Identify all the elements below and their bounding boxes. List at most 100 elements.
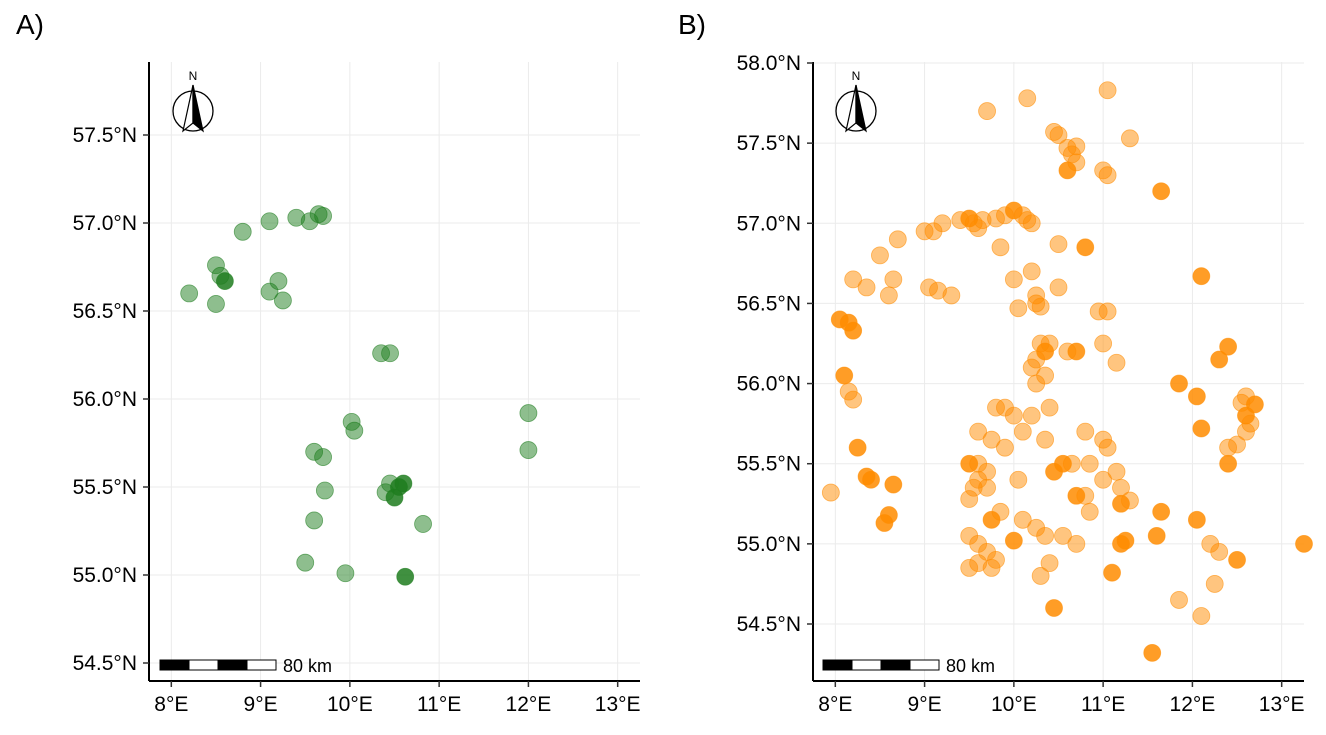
sample-point	[396, 567, 415, 586]
sample-point	[996, 438, 1014, 457]
sample-point	[1049, 235, 1068, 254]
sample-point	[1147, 526, 1166, 545]
sample-point	[973, 211, 992, 229]
x-tick-label: 10°E	[327, 693, 373, 716]
sample-point	[233, 222, 252, 241]
sample-point	[1076, 422, 1095, 441]
y-tick-label: 56.0°N	[73, 388, 137, 411]
sample-point	[1192, 267, 1211, 286]
sample-point	[1031, 567, 1050, 585]
y-tick-label: 57.0°N	[73, 212, 137, 235]
sample-point	[1219, 454, 1238, 473]
scalebar-segment	[159, 659, 190, 671]
sample-point	[1098, 166, 1117, 185]
sample-point	[1004, 531, 1023, 550]
sample-point	[1076, 238, 1095, 257]
sample-point	[1022, 406, 1041, 425]
x-tick-label: 8°E	[818, 693, 852, 716]
sample-point	[1098, 81, 1117, 100]
sample-point	[519, 404, 538, 422]
sample-point	[1205, 575, 1224, 593]
sample-point	[1004, 270, 1023, 289]
sample-point	[1107, 462, 1126, 481]
panel-a-plot-area	[149, 62, 640, 681]
sample-point	[871, 246, 889, 265]
sample-point	[394, 474, 413, 493]
x-tick-label: 12°E	[506, 693, 552, 716]
panel-b-label: B)	[678, 9, 706, 40]
sample-point	[884, 270, 903, 289]
scalebar-label: 80 km	[283, 656, 332, 676]
y-tick-label: 57.5°N	[73, 124, 137, 147]
sample-point	[1004, 406, 1023, 425]
sample-point	[875, 514, 894, 532]
north-label: N	[189, 69, 198, 83]
sample-point	[915, 222, 934, 241]
sample-point	[1219, 337, 1238, 356]
north-label: N	[852, 69, 861, 83]
sample-point	[207, 295, 225, 313]
sample-point	[381, 344, 399, 363]
sample-point	[1045, 599, 1063, 617]
scalebar-segment	[188, 659, 219, 671]
sample-point	[376, 483, 395, 502]
north-arrow-right	[192, 84, 204, 133]
sample-point	[1027, 286, 1046, 305]
sample-point	[314, 207, 332, 225]
sample-point	[1170, 591, 1188, 609]
sample-point	[1067, 534, 1086, 553]
sample-point	[1143, 643, 1162, 662]
sample-point	[1192, 607, 1211, 625]
sample-point	[274, 291, 292, 310]
panel-a-grid	[149, 62, 640, 681]
y-tick-label: 55.5°N	[73, 476, 137, 499]
sample-point	[1049, 278, 1068, 297]
sample-point	[1036, 526, 1055, 545]
sample-point	[1036, 366, 1055, 385]
x-tick-label: 12°E	[1170, 693, 1216, 716]
panel-a-scalebar: 80 km	[159, 656, 332, 676]
sample-point	[1210, 350, 1229, 369]
sample-point	[180, 284, 199, 303]
sample-point	[1152, 502, 1171, 521]
scalebar-segment	[246, 659, 277, 671]
sample-point	[1219, 438, 1238, 457]
panel-b-grid	[813, 62, 1304, 681]
sample-point	[296, 553, 315, 572]
panel-b-axes	[812, 62, 1304, 682]
sample-point	[1107, 353, 1126, 372]
sample-point	[978, 478, 996, 497]
sample-point	[821, 483, 840, 502]
sample-point	[991, 238, 1010, 257]
sample-point	[862, 470, 880, 489]
sample-point	[1062, 454, 1081, 473]
sample-point	[1170, 374, 1188, 393]
y-tick-label: 56.5°N	[737, 292, 801, 315]
panel-b-plot-area	[813, 62, 1313, 681]
sample-point	[835, 366, 854, 385]
sample-point	[1121, 491, 1139, 510]
sample-point	[1018, 89, 1037, 108]
sample-point	[982, 430, 1001, 449]
sample-point	[1022, 214, 1041, 233]
sample-point	[314, 448, 332, 466]
sample-point	[844, 390, 863, 409]
sample-point	[884, 475, 903, 494]
sample-point	[269, 272, 288, 290]
sample-point	[1022, 262, 1041, 281]
y-tick-label: 54.5°N	[73, 652, 137, 675]
x-tick-label: 11°E	[417, 693, 461, 716]
sample-point	[519, 441, 538, 459]
sample-point	[1049, 126, 1068, 145]
sample-point	[857, 278, 876, 297]
sample-point	[1237, 422, 1255, 441]
panel-a-x-ticks: 8°E 9°E 10°E 11°E 12°E 13°E	[154, 681, 641, 716]
panel-b-y-ticks: 54.5°N 55.0°N 55.5°N 56.0°N 56.5°N 57.0°N 57.5…	[737, 52, 813, 636]
scalebar-label: 80 km	[946, 656, 995, 676]
scalebar-segment	[217, 659, 248, 671]
panel-a-map: A) 8°E 9°E 10°E 11°E 12°E 13°E 54.5°N 55.0°N 55…	[16, 9, 641, 716]
sample-point	[888, 230, 907, 249]
x-tick-label: 9°E	[908, 693, 942, 716]
panel-b-north-arrow-icon: N	[835, 69, 877, 133]
sample-point	[1076, 486, 1095, 505]
